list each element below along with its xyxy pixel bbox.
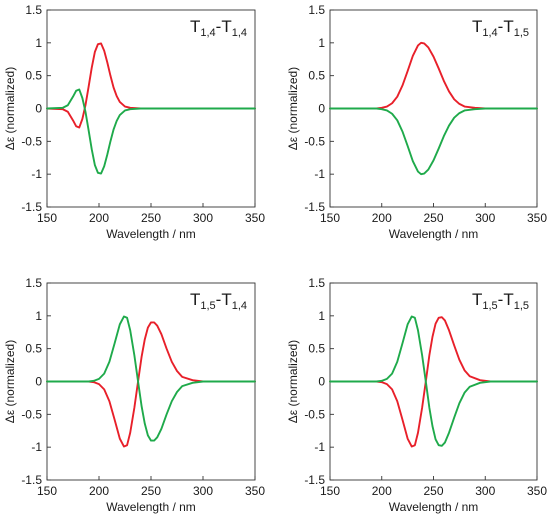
x-tick-label: 150 [37,484,57,498]
y-tick-label: 1.5 [308,3,325,17]
panel-title: T1,5-T1,5 [472,290,529,312]
panel-title-text: T [190,290,200,309]
x-tick-label: 250 [423,211,443,225]
y-tick-label: 1 [318,309,325,323]
y-tick-label: 1 [35,309,42,323]
x-axis-title: Wavelength / nm [389,227,479,241]
panel-title-text: -T [498,290,514,309]
panel-title: T1,4-T1,5 [472,17,529,39]
y-tick-label: 1.5 [308,276,325,290]
panel-title-subscript: 1,4 [232,300,247,312]
panel-title-subscript: 1,5 [482,300,497,312]
series-red-line [46,321,256,448]
x-tick-label: 200 [89,484,109,498]
series-red-line [46,42,256,129]
y-tick-label: 0.5 [308,69,325,83]
y-tick-label: -1.5 [304,473,325,487]
panel-title-subscript: 1,4 [232,27,247,39]
x-tick-label: 350 [245,211,265,225]
panel-title-text: -T [216,17,232,36]
y-tick-label: -1.5 [304,200,325,214]
series-green-line [329,107,538,176]
series-green-line [329,315,538,447]
y-tick-label: 1 [318,36,325,50]
y-tick-label: 1 [35,36,42,50]
y-axis-title: Δε (normalized) [3,67,17,150]
x-tick-label: 150 [37,211,57,225]
y-tick-label: 0.5 [25,342,42,356]
y-tick-label: 1.5 [25,276,42,290]
y-tick-label: 0 [318,375,325,389]
x-axis-title: Wavelength / nm [389,500,479,514]
series-green-line [46,315,256,442]
panel-title-subscript: 1,4 [482,27,497,39]
series-green-line [46,88,256,175]
x-tick-label: 200 [89,211,109,225]
x-tick-label: 150 [320,484,340,498]
x-tick-label: 200 [372,211,392,225]
y-tick-label: 0 [318,102,325,116]
x-tick-label: 300 [193,211,213,225]
panel-title: T1,4-T1,4 [190,17,247,39]
y-tick-label: 0 [35,375,42,389]
y-tick-label: 0.5 [25,69,42,83]
y-tick-label: -1.5 [21,473,42,487]
panel-title-subscript: 1,5 [514,27,529,39]
x-tick-label: 250 [141,211,161,225]
x-axis-title: Wavelength / nm [106,227,196,241]
y-tick-label: 0.5 [308,342,325,356]
x-tick-label: 300 [475,484,495,498]
x-tick-label: 250 [141,484,161,498]
x-tick-label: 350 [527,211,547,225]
x-tick-label: 350 [245,484,265,498]
y-tick-label: -0.5 [304,407,325,421]
panel-title-subscript: 1,5 [200,300,215,312]
series-red-line [329,41,538,110]
x-tick-label: 150 [320,211,340,225]
x-tick-label: 350 [527,484,547,498]
x-tick-label: 250 [423,484,443,498]
panel-title-text: T [472,290,482,309]
y-tick-label: -0.5 [21,407,42,421]
panel-title: T1,5-T1,4 [190,290,247,312]
y-tick-label: -1 [31,440,42,454]
y-axis-title: Δε (normalized) [286,340,300,423]
y-tick-label: -0.5 [304,134,325,148]
panel-title-subscript: 1,4 [200,27,215,39]
y-tick-label: 0 [35,102,42,116]
y-tick-label: 1.5 [25,3,42,17]
y-tick-label: -1 [314,167,325,181]
y-tick-label: -1.5 [21,200,42,214]
panel-title-text: -T [498,17,514,36]
panel-title-text: T [190,17,200,36]
x-axis-title: Wavelength / nm [106,500,196,514]
y-tick-label: -1 [31,167,42,181]
y-tick-label: -0.5 [21,134,42,148]
panel-title-text: -T [216,290,232,309]
y-tick-label: -1 [314,440,325,454]
y-axis-title: Δε (normalized) [3,340,17,423]
x-tick-label: 300 [193,484,213,498]
x-tick-label: 200 [372,484,392,498]
panel-title-text: T [472,17,482,36]
panel-title-subscript: 1,5 [514,300,529,312]
x-tick-label: 300 [475,211,495,225]
y-axis-title: Δε (normalized) [286,67,300,150]
series-red-line [329,316,538,448]
